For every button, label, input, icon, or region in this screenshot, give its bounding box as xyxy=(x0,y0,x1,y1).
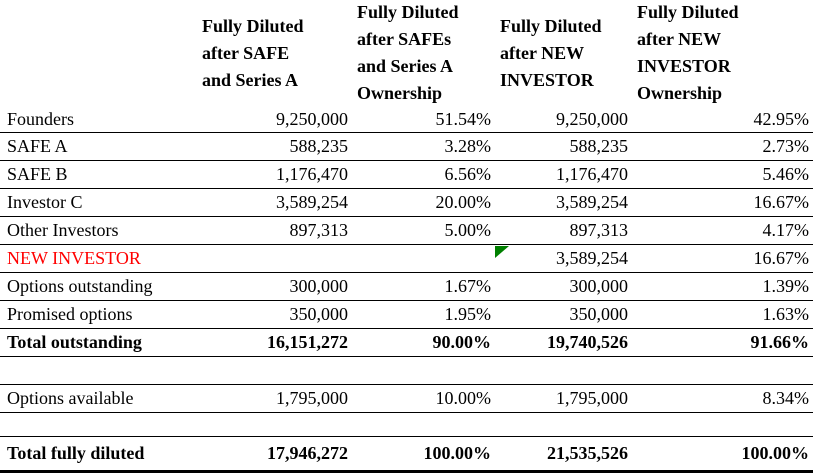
cell-pct-safe-series-a[interactable]: 6.56% xyxy=(444,164,492,184)
cell-pct-new-investor[interactable]: 1.39% xyxy=(762,276,810,296)
empty-cell[interactable] xyxy=(632,357,813,384)
cell-shares-new-investor[interactable]: 300,000 xyxy=(569,276,629,296)
cell-shares-new-investor[interactable]: 19,740,526 xyxy=(547,332,628,352)
cell-pct-new-investor[interactable]: 2.73% xyxy=(762,136,810,156)
empty-cell[interactable] xyxy=(0,413,197,436)
cell-pct-safe-series-a[interactable] xyxy=(352,245,495,272)
cell-pct-safe-series-a[interactable]: 1.67% xyxy=(444,276,492,296)
cell-pct-new-investor[interactable]: 91.66% xyxy=(750,332,810,352)
cell-shares-safe-series-a[interactable]: 16,151,272 xyxy=(267,332,348,352)
empty-cell[interactable] xyxy=(197,413,352,436)
cell-shares-safe-series-a[interactable]: 350,000 xyxy=(289,304,349,324)
cell-shares-new-investor[interactable]: 3,589,254 xyxy=(495,245,632,272)
cell-pct-new-investor[interactable]: 8.34% xyxy=(762,388,810,408)
header-cell-fd-safe-series-a-ownership[interactable]: Fully Diluted after SAFEs and Series A O… xyxy=(357,2,459,103)
cell-shares-safe-series-a[interactable]: 300,000 xyxy=(289,276,349,296)
cell-pct-safe-series-a[interactable]: 5.00% xyxy=(444,220,492,240)
header-cell-fd-new-investor[interactable]: Fully Diluted after NEW INVESTOR xyxy=(500,15,602,90)
cell-pct-safe-series-a[interactable]: 20.00% xyxy=(435,192,492,212)
header-cell-labels[interactable] xyxy=(0,0,197,106)
cell-label[interactable]: SAFE A xyxy=(7,136,68,156)
cell-shares-new-investor[interactable]: 1,176,470 xyxy=(556,164,628,184)
cell-shares-safe-series-a[interactable]: 3,589,254 xyxy=(276,192,348,212)
cell-shares-safe-series-a[interactable]: 588,235 xyxy=(289,136,349,156)
cell-pct-new-investor[interactable]: 100.00% xyxy=(741,443,810,463)
empty-cell[interactable] xyxy=(495,413,632,436)
row-options-outstanding: Options outstanding 300,000 1.67% 300,00… xyxy=(0,273,813,301)
cell-pct-new-investor[interactable]: 5.46% xyxy=(762,164,810,184)
header-cell-fd-safe-series-a[interactable]: Fully Diluted after SAFE and Series A xyxy=(202,15,304,90)
cell-shares-new-investor[interactable]: 9,250,000 xyxy=(556,108,628,129)
cell-label[interactable]: Founders xyxy=(7,108,74,129)
spacer-row xyxy=(0,413,813,437)
cell-pct-new-investor[interactable]: 42.95% xyxy=(753,108,810,129)
cell-label[interactable]: Promised options xyxy=(7,304,133,324)
row-investor-c: Investor C 3,589,254 20.00% 3,589,254 16… xyxy=(0,189,813,217)
spacer-row xyxy=(0,357,813,385)
cell-label-new-investor[interactable]: NEW INVESTOR xyxy=(7,248,141,268)
cell-pct-safe-series-a[interactable]: 1.95% xyxy=(444,304,492,324)
row-new-investor: NEW INVESTOR 3,589,254 16.67% xyxy=(0,245,813,273)
cell-shares-safe-series-a[interactable]: 9,250,000 xyxy=(276,108,348,129)
row-total-outstanding: Total outstanding 16,151,272 90.00% 19,7… xyxy=(0,329,813,357)
cell-pct-safe-series-a[interactable]: 10.00% xyxy=(435,388,492,408)
cell-shares-new-investor[interactable]: 350,000 xyxy=(569,304,629,324)
cell-pct-new-investor[interactable]: 4.17% xyxy=(762,220,810,240)
cell-label[interactable]: Total fully diluted xyxy=(7,443,145,463)
row-founders: Founders 9,250,000 51.54% 9,250,000 42.9… xyxy=(0,106,813,133)
cell-label[interactable]: Total outstanding xyxy=(7,332,142,352)
cell-label[interactable]: Other Investors xyxy=(7,220,119,240)
row-total-fully-diluted: Total fully diluted 17,946,272 100.00% 2… xyxy=(0,437,813,473)
cell-shares-safe-series-a[interactable]: 17,946,272 xyxy=(267,443,348,463)
empty-cell[interactable] xyxy=(0,357,197,384)
cell-shares-new-investor[interactable]: 897,313 xyxy=(569,220,629,240)
header-row: Fully Diluted after SAFE and Series A Fu… xyxy=(0,0,813,106)
cell-shares-new-investor[interactable]: 588,235 xyxy=(569,136,629,156)
header-cell-fd-new-investor-ownership[interactable]: Fully Diluted after NEW INVESTOR Ownersh… xyxy=(637,2,739,103)
cell-shares-new-investor[interactable]: 3,589,254 xyxy=(556,192,628,212)
excel-error-triangle-icon xyxy=(495,246,509,258)
cell-shares-safe-series-a[interactable]: 897,313 xyxy=(289,220,349,240)
empty-cell[interactable] xyxy=(352,357,495,384)
cell-label[interactable]: SAFE B xyxy=(7,164,68,184)
cell-pct-new-investor[interactable]: 16.67% xyxy=(753,192,810,212)
empty-cell[interactable] xyxy=(352,413,495,436)
cell-label[interactable]: Options outstanding xyxy=(7,276,153,296)
row-safe-a: SAFE A 588,235 3.28% 588,235 2.73% xyxy=(0,133,813,161)
row-options-available: Options available 1,795,000 10.00% 1,795… xyxy=(0,385,813,413)
cell-label[interactable]: Options available xyxy=(7,388,134,408)
empty-cell[interactable] xyxy=(495,357,632,384)
row-promised-options: Promised options 350,000 1.95% 350,000 1… xyxy=(0,301,813,329)
cell-shares-safe-series-a[interactable]: 1,176,470 xyxy=(276,164,348,184)
cell-pct-safe-series-a[interactable]: 100.00% xyxy=(423,443,492,463)
cell-value: 3,589,254 xyxy=(556,248,628,268)
cell-shares-new-investor[interactable]: 1,795,000 xyxy=(556,388,628,408)
cell-shares-new-investor[interactable]: 21,535,526 xyxy=(547,443,628,463)
cell-pct-safe-series-a[interactable]: 3.28% xyxy=(444,136,492,156)
cell-pct-new-investor[interactable]: 1.63% xyxy=(762,304,810,324)
cell-pct-safe-series-a[interactable]: 90.00% xyxy=(432,332,492,352)
empty-cell[interactable] xyxy=(632,413,813,436)
cell-pct-safe-series-a[interactable]: 51.54% xyxy=(435,108,492,129)
empty-cell[interactable] xyxy=(197,357,352,384)
cell-shares-safe-series-a[interactable] xyxy=(197,245,352,272)
cell-shares-safe-series-a[interactable]: 1,795,000 xyxy=(276,388,348,408)
cell-pct-new-investor[interactable]: 16.67% xyxy=(753,248,810,268)
row-safe-b: SAFE B 1,176,470 6.56% 1,176,470 5.46% xyxy=(0,161,813,189)
row-other-investors: Other Investors 897,313 5.00% 897,313 4.… xyxy=(0,217,813,245)
cell-label[interactable]: Investor C xyxy=(7,192,83,212)
